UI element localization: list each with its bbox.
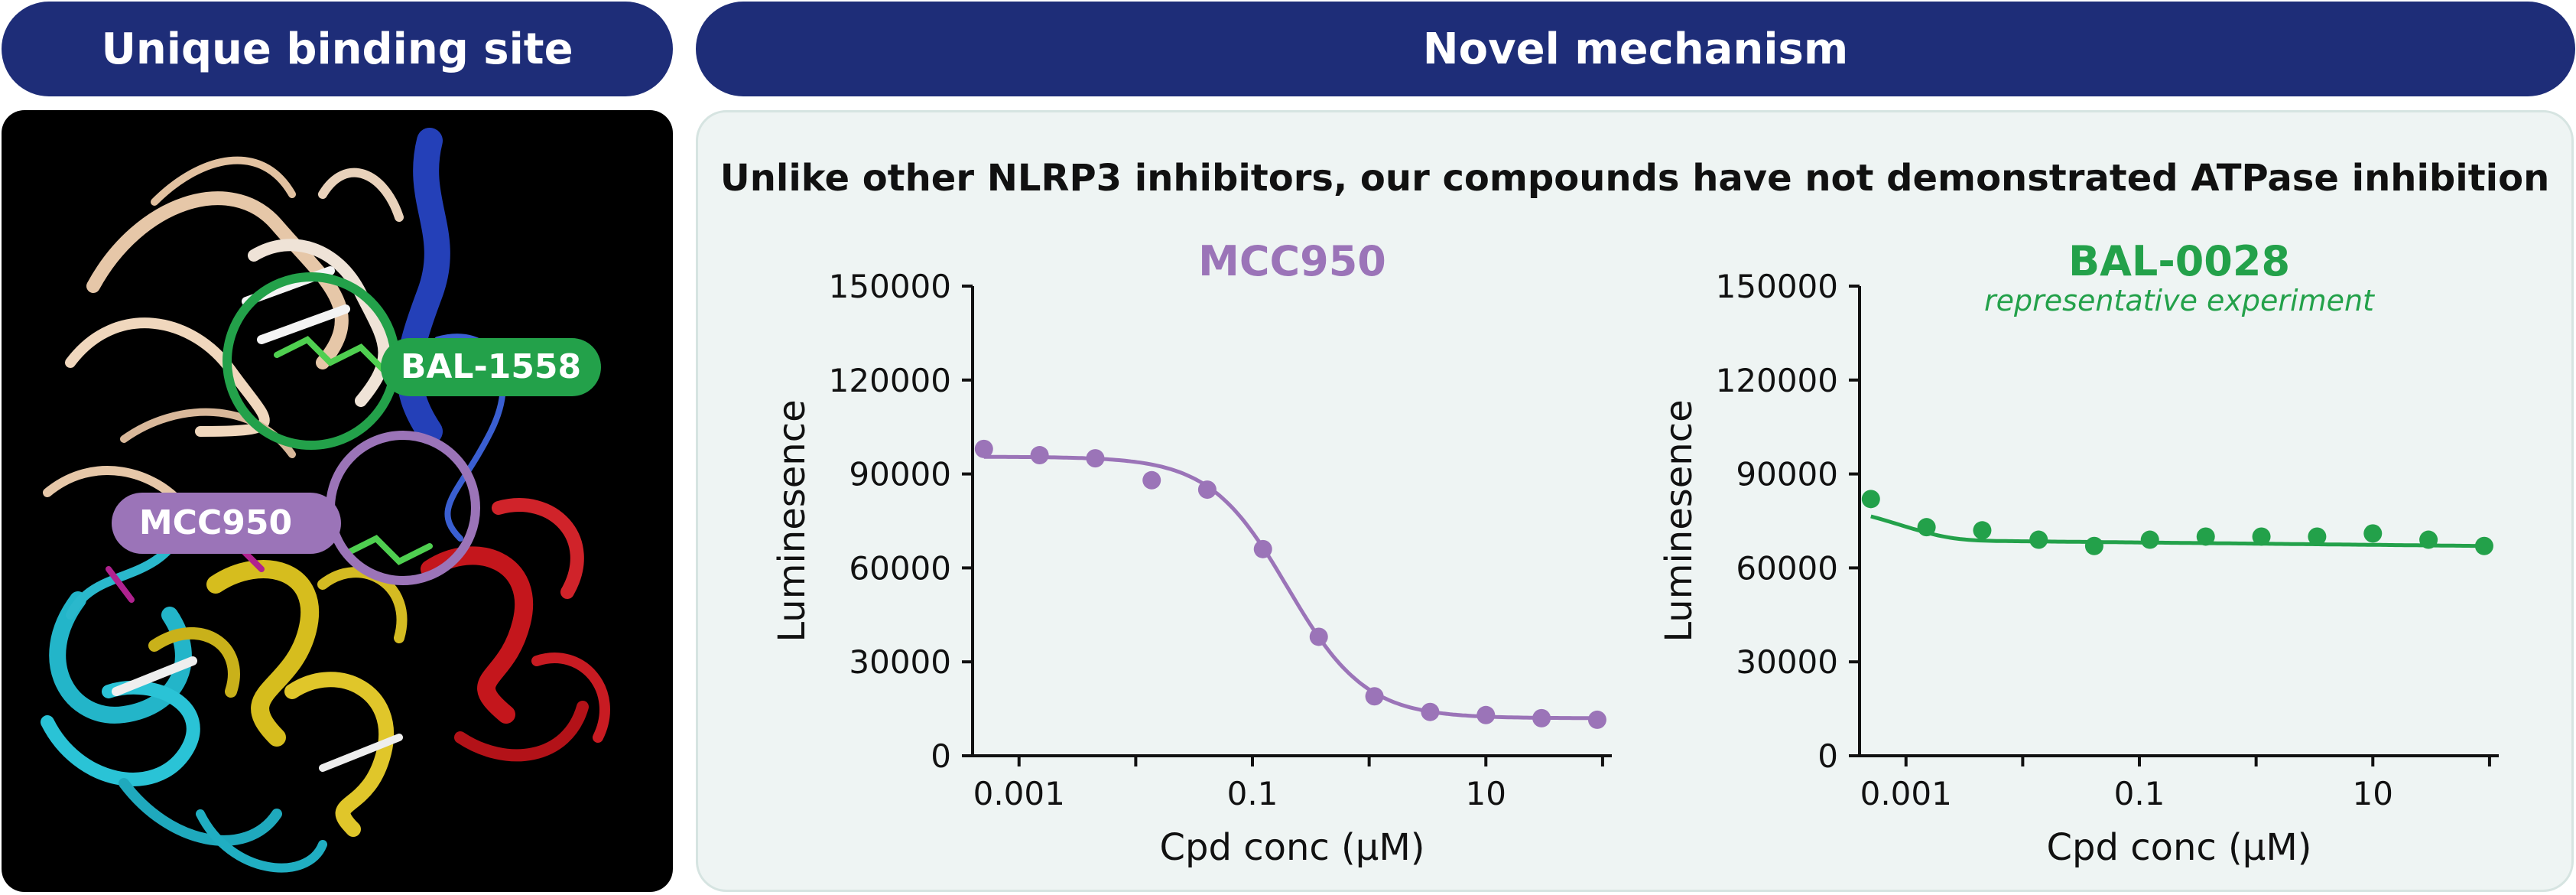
data-point xyxy=(1973,521,1992,540)
data-point xyxy=(1532,708,1551,727)
x-tick-label: 10 xyxy=(1466,775,1506,812)
data-point xyxy=(1365,687,1384,706)
chart-subtitle: representative experiment xyxy=(1984,284,2376,317)
protein-structure-image: BAL-1558 MCC950 xyxy=(2,110,673,892)
header-right-label: Novel mechanism xyxy=(1422,24,1849,74)
chart-title: BAL-0028 xyxy=(2068,237,2290,285)
data-point xyxy=(2419,530,2438,549)
data-point xyxy=(1030,446,1049,465)
data-point xyxy=(1253,539,1272,558)
data-point xyxy=(1421,702,1440,721)
data-point xyxy=(2252,527,2271,546)
protein-ribbon-illustration: BAL-1558 MCC950 xyxy=(41,128,610,873)
x-axis-label: Cpd conc (μM) xyxy=(1160,826,1425,869)
data-point xyxy=(1142,470,1161,490)
panel-caption: Unlike other NLRP3 inhibitors, our compo… xyxy=(720,157,2550,200)
header-unique-binding-site: Unique binding site xyxy=(2,2,673,96)
data-point xyxy=(2474,536,2493,555)
data-point xyxy=(1309,627,1328,646)
y-tick-label: 150000 xyxy=(829,268,951,305)
bal-1558-label: BAL-1558 xyxy=(401,347,581,386)
data-point xyxy=(1197,480,1217,500)
mcc950-tag xyxy=(112,493,341,554)
x-tick-label: 10 xyxy=(2353,775,2393,812)
data-point xyxy=(2140,530,2159,549)
y-tick-label: 150000 xyxy=(1716,268,1838,305)
y-tick-label: 120000 xyxy=(829,362,951,399)
data-point xyxy=(1917,518,1936,537)
novel-mechanism-panel: Unlike other NLRP3 inhibitors, our compo… xyxy=(696,110,2574,892)
y-tick-label: 0 xyxy=(1817,737,1838,775)
data-point xyxy=(2308,527,2327,546)
x-axis-label: Cpd conc (μM) xyxy=(2047,826,2312,869)
y-tick-label: 60000 xyxy=(849,549,951,587)
y-axis-label: Luminesence xyxy=(1658,399,1701,642)
data-point xyxy=(1587,710,1606,729)
x-tick-label: 0.001 xyxy=(973,775,1065,812)
fit-curve xyxy=(1870,514,2484,548)
data-point xyxy=(1476,705,1496,724)
mcc950-label: MCC950 xyxy=(139,503,292,542)
y-tick-label: 90000 xyxy=(849,456,951,493)
data-point xyxy=(2363,524,2383,543)
data-point xyxy=(2029,530,2048,549)
y-tick-label: 30000 xyxy=(1736,643,1838,681)
y-tick-label: 30000 xyxy=(849,643,951,681)
data-point xyxy=(1861,490,1880,509)
data-point xyxy=(2196,527,2215,546)
y-axis-label: Luminesence xyxy=(771,399,814,642)
y-tick-label: 120000 xyxy=(1716,362,1838,399)
y-tick-label: 60000 xyxy=(1736,549,1838,587)
x-tick-label: 0.001 xyxy=(1860,775,1952,812)
data-point xyxy=(1086,449,1105,468)
y-tick-label: 90000 xyxy=(1736,456,1838,493)
chart-title: MCC950 xyxy=(1198,237,1386,285)
header-novel-mechanism: Novel mechanism xyxy=(696,2,2575,96)
bal-1558-tag xyxy=(381,338,601,396)
x-tick-label: 0.1 xyxy=(1227,775,1278,812)
x-tick-label: 0.1 xyxy=(2114,775,2165,812)
header-left-label: Unique binding site xyxy=(101,24,573,74)
y-tick-label: 0 xyxy=(931,737,951,775)
data-point xyxy=(974,439,993,458)
data-point xyxy=(2084,536,2103,555)
